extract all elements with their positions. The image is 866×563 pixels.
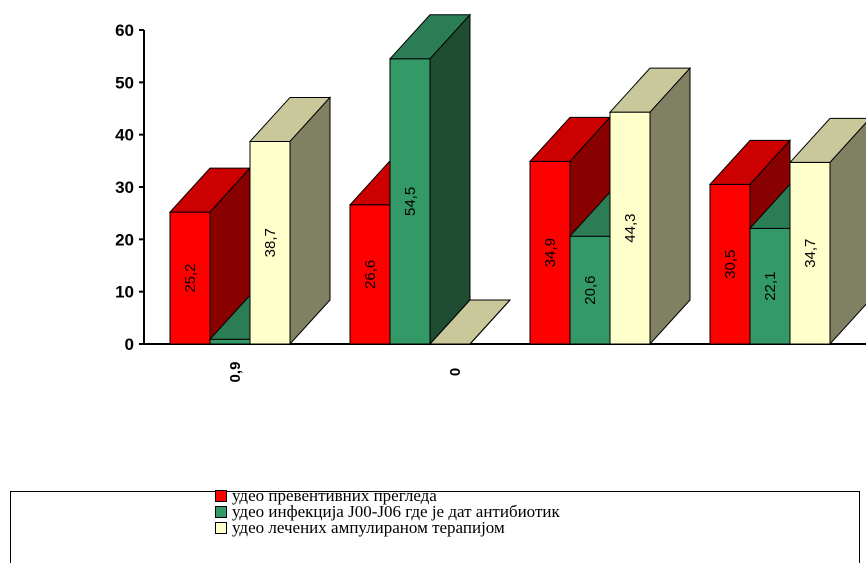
legend-label: удео инфекција J00-J06 где је дат антиби… — [232, 502, 560, 521]
legend-label: удео лечених ампулираном терапијом — [232, 518, 505, 537]
legend: удео превентивних прегледа удео инфекциј… — [10, 486, 860, 563]
bar — [428, 299, 512, 345]
bar-value-label: 22,1 — [762, 272, 779, 301]
bar-value-label: 25,2 — [182, 263, 199, 292]
bar-top — [788, 117, 866, 163]
bar-value-label: 20,6 — [582, 275, 599, 304]
bar-side — [289, 96, 331, 346]
y-tick-label: 10 — [115, 283, 134, 302]
bars-layer: 25,2 0,9 38,7 26,6 54,5 0 34,9 20,6 44,3 30,5 22,1… — [168, 13, 866, 383]
legend-item: удео превентивних прегледа — [215, 486, 437, 505]
bar — [248, 96, 332, 346]
legend-item: удео лечених ампулираном терапијом — [215, 518, 505, 537]
bar-value-label: 44,3 — [622, 213, 639, 242]
y-tick-label: 30 — [115, 178, 134, 197]
bar-value-label: 0 — [447, 368, 464, 376]
y-tick-label: 60 — [115, 21, 134, 40]
bar-value-label: 26,6 — [362, 260, 379, 289]
bar-side — [649, 66, 691, 346]
bar — [788, 117, 866, 346]
bar-value-label: 30,5 — [722, 250, 739, 279]
bar — [388, 13, 472, 346]
legend-swatch-preventive — [215, 490, 227, 502]
bar-value-label: 54,5 — [402, 187, 419, 216]
bar — [608, 66, 692, 346]
y-tick-label: 0 — [125, 335, 134, 354]
legend-swatch-antibiotic — [215, 506, 227, 518]
bar-front — [529, 160, 571, 345]
bar-side — [829, 122, 866, 346]
bar-front — [389, 58, 431, 345]
bar-front — [349, 204, 391, 345]
bar — [168, 166, 252, 346]
y-tick-label: 50 — [115, 73, 134, 92]
y-tick-label: 20 — [115, 230, 134, 249]
bar-side — [469, 299, 511, 345]
bar-front — [709, 183, 751, 345]
bar-front — [569, 235, 611, 345]
legend-label: удео превентивних прегледа — [232, 486, 437, 505]
bar-value-label: 0,9 — [227, 362, 244, 383]
bar-value-label: 34,7 — [802, 239, 819, 268]
bar-value-label: 38,7 — [262, 228, 279, 257]
bar-side — [429, 13, 471, 346]
y-tick-label: 40 — [115, 126, 134, 145]
bar-value-label: 34,9 — [542, 238, 559, 267]
bar-front — [609, 111, 651, 345]
legend-item: удео инфекција J00-J06 где је дат антиби… — [215, 502, 560, 521]
bar-front — [209, 338, 251, 345]
legend-swatch-ampoule — [215, 522, 227, 534]
